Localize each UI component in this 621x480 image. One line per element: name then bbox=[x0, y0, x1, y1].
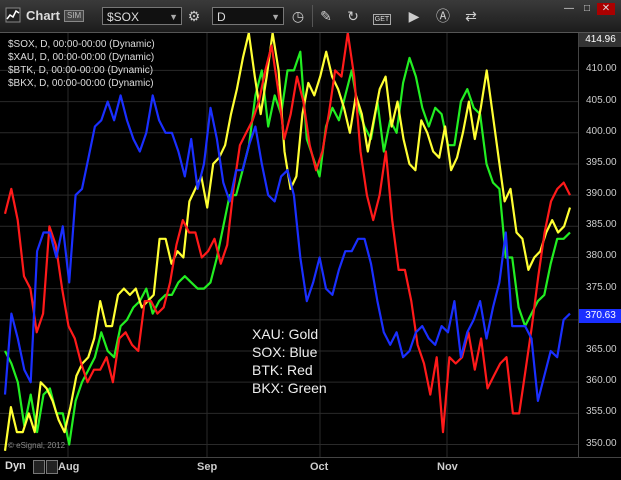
symbol-input[interactable]: $SOX ▼ bbox=[102, 7, 182, 25]
y-tick-label: 365.00 bbox=[586, 344, 617, 355]
top-price-tag: 414.96 bbox=[579, 32, 621, 47]
get-label: GET bbox=[372, 14, 392, 25]
clock-icon[interactable]: ◷ bbox=[291, 8, 305, 24]
minimize-icon[interactable]: — bbox=[564, 3, 574, 14]
y-tick-label: 410.00 bbox=[586, 63, 617, 75]
annotation-bkx: BKX: Green bbox=[252, 380, 327, 396]
legend-sox: $SOX, D, 00:00-00:00 (Dynamic) bbox=[8, 39, 155, 50]
y-tick-label: 355.00 bbox=[586, 406, 617, 418]
scroll-right-button[interactable] bbox=[46, 460, 58, 474]
chart-toolbar: Chart SIM $SOX ▼ ⚙ D ▼ ◷ ✎ ↻ GET ▶ Ⓐ ⇄ —… bbox=[0, 0, 621, 33]
dynamic-label[interactable]: Dyn bbox=[5, 460, 26, 472]
legend-bkx: $BKX, D, 00:00-00:00 (Dynamic) bbox=[8, 78, 154, 89]
series-line-btk bbox=[3, 33, 571, 434]
x-tick-label: Aug bbox=[58, 461, 80, 473]
y-tick-label: 390.00 bbox=[586, 188, 617, 200]
refresh-icon[interactable]: ↻ bbox=[347, 8, 359, 24]
y-tick-label: 395.00 bbox=[586, 156, 617, 168]
toolbar-divider bbox=[312, 5, 313, 27]
x-tick-label: Nov bbox=[437, 461, 458, 473]
link-icon[interactable]: ⇄ bbox=[465, 8, 477, 24]
annotation-sox: SOX: Blue bbox=[252, 344, 318, 360]
play-icon[interactable]: ▶ bbox=[408, 8, 420, 24]
settings-gear-icon[interactable]: ⚙ bbox=[187, 8, 201, 24]
sim-badge[interactable]: SIM bbox=[64, 10, 85, 22]
annotation-xau: XAU: Gold bbox=[252, 326, 319, 342]
scroll-left-button[interactable] bbox=[33, 460, 45, 474]
series-line-sox bbox=[3, 94, 571, 402]
y-tick-label: 405.00 bbox=[586, 94, 617, 106]
chevron-down-icon[interactable]: ▼ bbox=[169, 12, 178, 22]
y-tick-label: 380.00 bbox=[586, 250, 617, 262]
price-axis[interactable]: 350.00355.00360.00365.00370.00375.00380.… bbox=[578, 32, 621, 457]
time-axis[interactable]: Aug Sep Oct Nov bbox=[0, 457, 621, 480]
y-tick-label: 400.00 bbox=[586, 125, 617, 137]
x-tick-label: Oct bbox=[310, 461, 329, 473]
timeframe-value: D bbox=[217, 10, 226, 24]
y-tick-label: 385.00 bbox=[586, 219, 617, 231]
sox-last-price-tag: 370.63 bbox=[579, 308, 621, 323]
x-tick-label: Sep bbox=[197, 461, 218, 473]
symbol-value: $SOX bbox=[107, 10, 140, 24]
maximize-icon[interactable]: □ bbox=[583, 3, 591, 14]
get-data-button[interactable]: GET bbox=[372, 6, 392, 26]
plot-area[interactable]: $SOX, D, 00:00-00:00 (Dynamic) $XAU, D, … bbox=[0, 33, 578, 457]
y-tick-label: 375.00 bbox=[586, 281, 617, 293]
timeframe-input[interactable]: D ▼ bbox=[212, 7, 284, 25]
chevron-down-icon[interactable]: ▼ bbox=[271, 12, 280, 22]
copyright-text: © eSignal, 2012 bbox=[8, 441, 66, 450]
close-icon[interactable]: ✕ bbox=[597, 3, 615, 15]
alert-icon[interactable]: Ⓐ bbox=[436, 8, 450, 24]
y-tick-label: 350.00 bbox=[586, 437, 617, 449]
chart-app-icon bbox=[5, 7, 21, 23]
legend-btk: $BTK, D, 00:00-00:00 (Dynamic) bbox=[8, 65, 154, 76]
draw-pencil-icon[interactable]: ✎ bbox=[320, 8, 332, 24]
price-chart bbox=[0, 33, 578, 457]
legend-xau: $XAU, D, 00:00-00:00 (Dynamic) bbox=[8, 52, 155, 63]
y-tick-label: 360.00 bbox=[586, 375, 617, 387]
annotation-btk: BTK: Red bbox=[252, 362, 313, 378]
window-title: Chart bbox=[26, 8, 60, 23]
series-line-bkx bbox=[4, 50, 571, 446]
